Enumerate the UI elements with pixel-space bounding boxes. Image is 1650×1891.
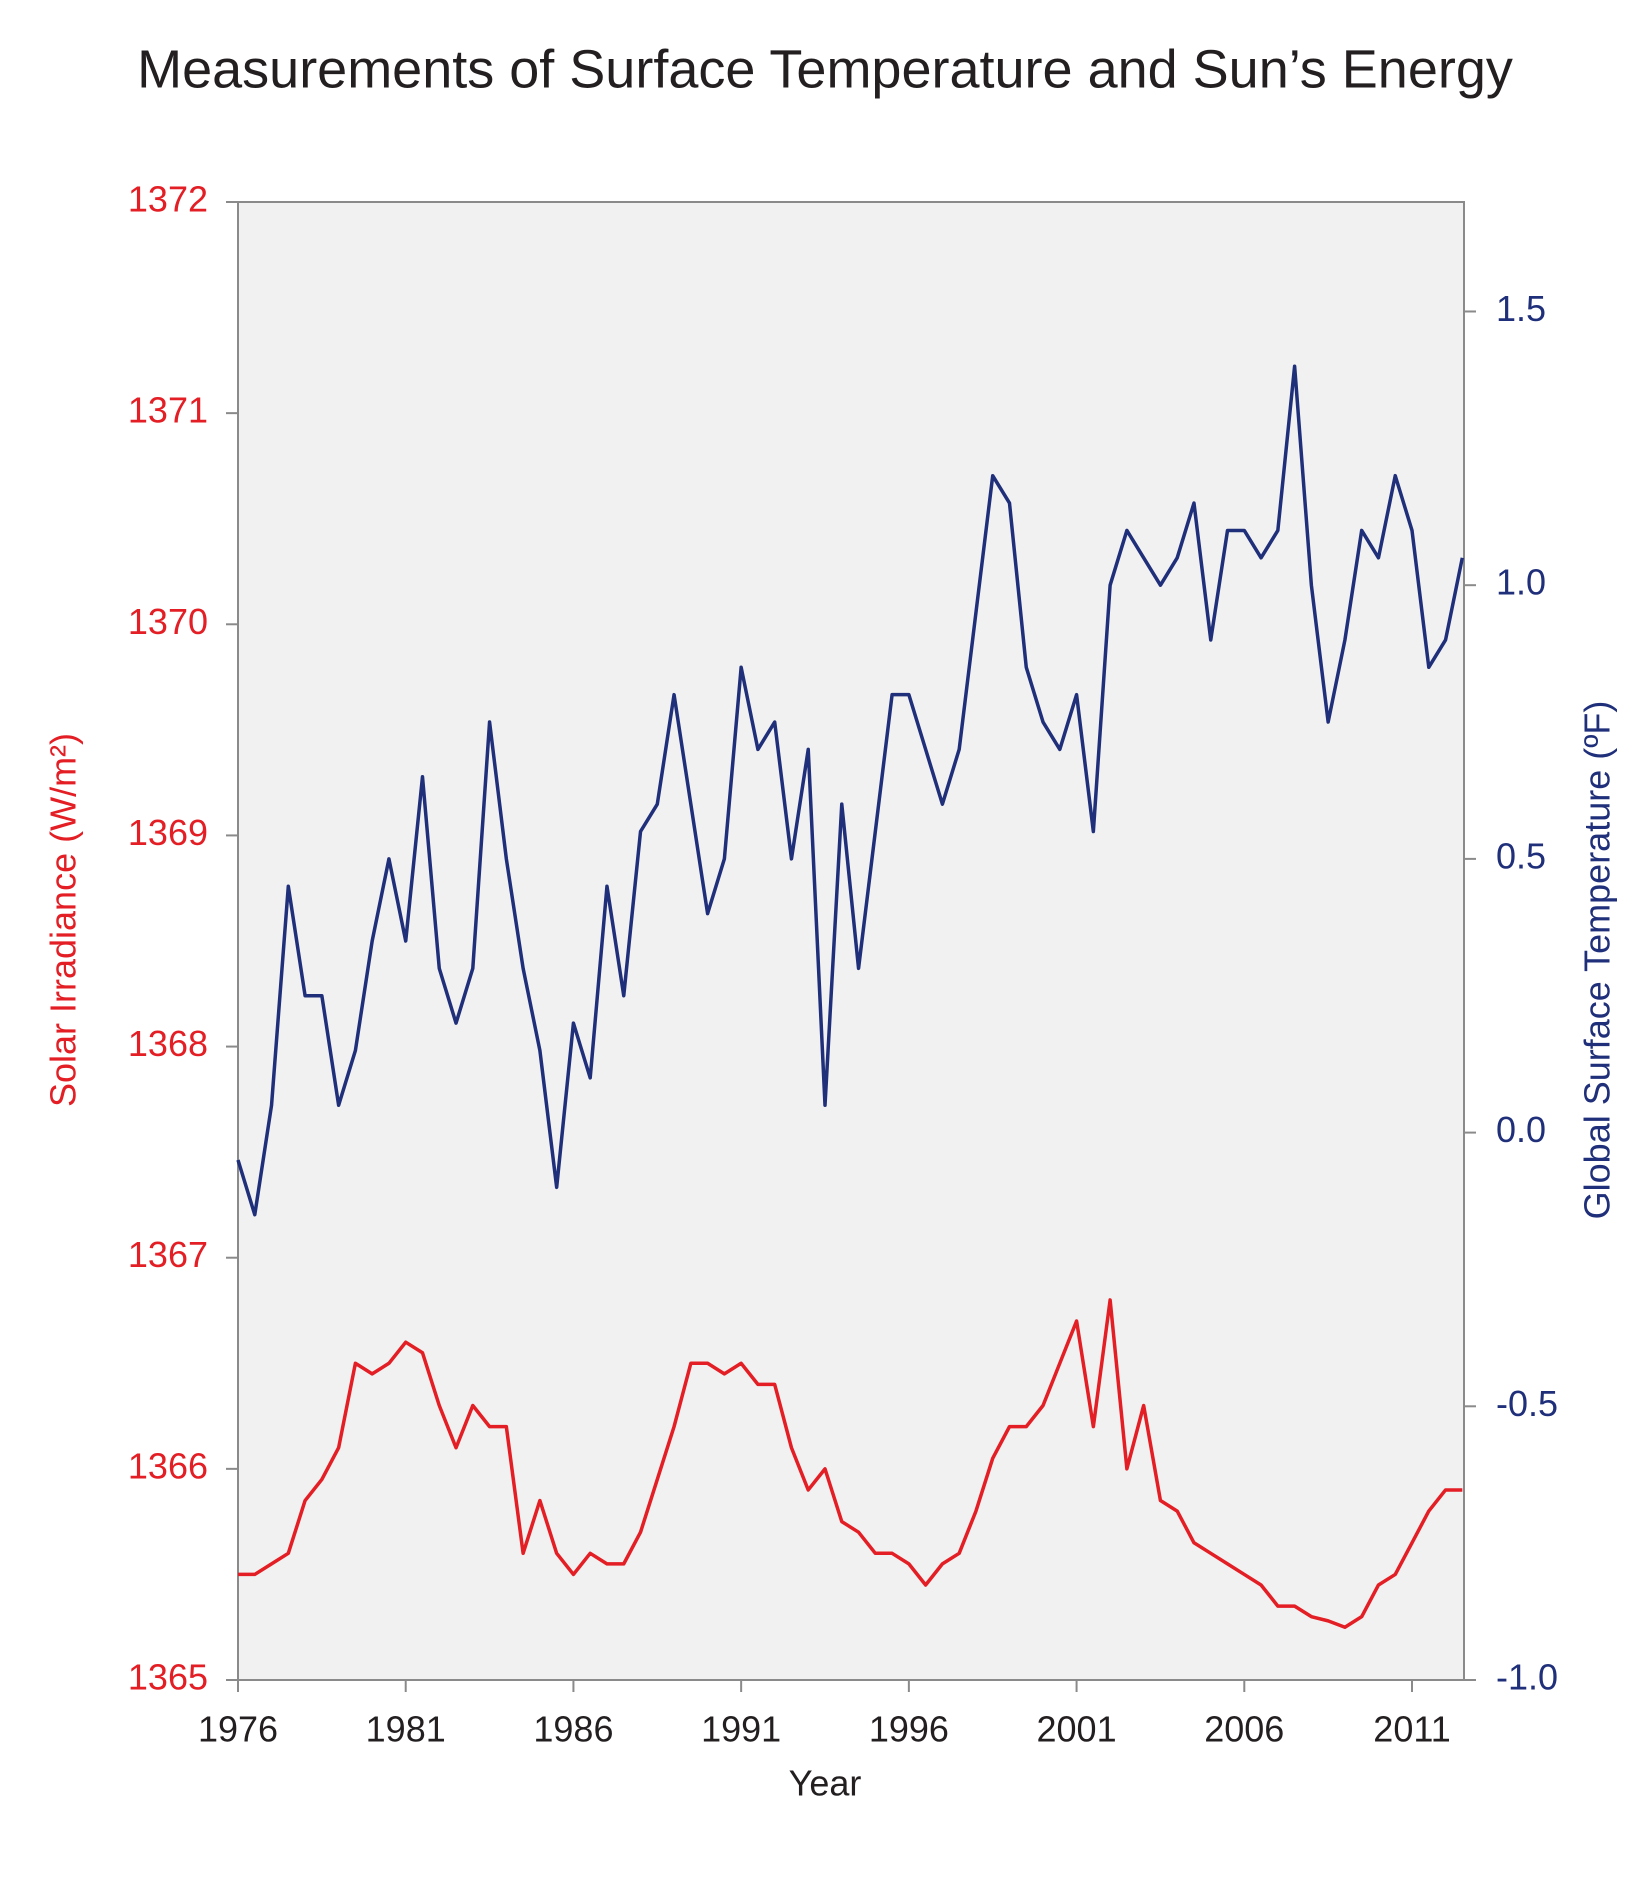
y-axis-title: Solar Irradiance (W/m²) [43, 733, 84, 1107]
y2-tick-label: 0.5 [1496, 835, 1546, 876]
y-tick-label: 1369 [128, 812, 208, 853]
x-tick-label: 1991 [701, 1709, 781, 1750]
y-tick-label: 1365 [128, 1657, 208, 1698]
plot-frame [237, 201, 1465, 1681]
x-tick-label: 2001 [1037, 1709, 1117, 1750]
x-tick-label: 2006 [1204, 1709, 1284, 1750]
x-axis-title: Year [789, 1763, 862, 1804]
y-tick-label: 1367 [128, 1234, 208, 1275]
y-tick-label: 1368 [128, 1023, 208, 1064]
y2-tick-label: 1.0 [1496, 562, 1546, 603]
x-tick-label: 2011 [1373, 1709, 1450, 1750]
x-tick-label: 1986 [533, 1709, 613, 1750]
y2-tick-label: -0.5 [1496, 1383, 1558, 1424]
series-line [238, 1298, 1463, 1629]
chart-title: Measurements of Surface Temperature and … [137, 39, 1513, 99]
y2-tick-label: -1.0 [1496, 1657, 1558, 1698]
x-tick-label: 1976 [198, 1709, 278, 1750]
y-tick-label: 1370 [128, 601, 208, 642]
y2-tick-label: 0.0 [1496, 1109, 1546, 1150]
y-tick-label: 1372 [128, 179, 208, 220]
x-tick-label: 1996 [869, 1709, 949, 1750]
x-tick-label: 1981 [366, 1709, 446, 1750]
y-tick-label: 1371 [128, 390, 208, 431]
y2-axis-title: Global Surface Temperature (ºF) [1577, 701, 1618, 1220]
y2-tick-label: 1.5 [1496, 288, 1546, 329]
plot-area [238, 202, 1464, 1680]
series-line [236, 364, 1465, 1217]
y-tick-label: 1366 [128, 1445, 208, 1486]
